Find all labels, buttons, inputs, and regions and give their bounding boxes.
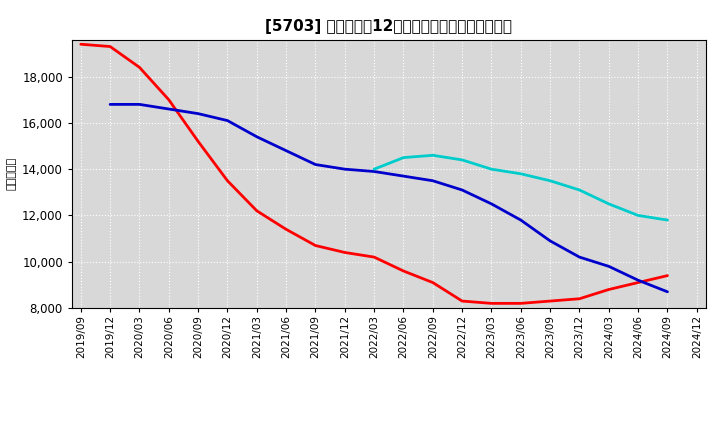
3年 — [516, 301, 525, 306]
3年 — [311, 243, 320, 248]
5年 — [253, 134, 261, 139]
5年 — [164, 106, 173, 112]
5年 — [605, 264, 613, 269]
3年 — [399, 268, 408, 274]
5年 — [575, 254, 584, 260]
7年 — [546, 178, 554, 183]
3年 — [282, 227, 290, 232]
5年 — [223, 118, 232, 123]
Line: 5年: 5年 — [110, 104, 667, 292]
5年 — [634, 278, 642, 283]
5年 — [194, 111, 202, 116]
5年 — [516, 217, 525, 223]
7年 — [487, 166, 496, 172]
7年 — [575, 187, 584, 193]
5年 — [106, 102, 114, 107]
5年 — [487, 201, 496, 206]
5年 — [370, 169, 379, 174]
5年 — [428, 178, 437, 183]
5年 — [311, 162, 320, 167]
3年 — [663, 273, 672, 278]
5年 — [282, 148, 290, 153]
3年 — [575, 296, 584, 301]
7年 — [605, 201, 613, 206]
7年 — [458, 157, 467, 162]
5年 — [341, 166, 349, 172]
3年 — [106, 44, 114, 49]
Title: [5703] 当期純利益12か月移動合計の平均値の推移: [5703] 当期純利益12か月移動合計の平均値の推移 — [265, 19, 513, 34]
3年 — [428, 280, 437, 285]
5年 — [663, 289, 672, 294]
3年 — [634, 280, 642, 285]
3年 — [487, 301, 496, 306]
3年 — [341, 250, 349, 255]
3年 — [546, 298, 554, 304]
3年 — [605, 287, 613, 292]
3年 — [76, 42, 85, 47]
5年 — [399, 173, 408, 179]
3年 — [164, 97, 173, 103]
3年 — [223, 178, 232, 183]
7年 — [428, 153, 437, 158]
Line: 7年: 7年 — [374, 155, 667, 220]
5年 — [458, 187, 467, 193]
Y-axis label: （百万円）: （百万円） — [6, 157, 17, 191]
3年 — [253, 208, 261, 213]
3年 — [370, 254, 379, 260]
3年 — [194, 139, 202, 144]
7年 — [370, 166, 379, 172]
5年 — [546, 238, 554, 244]
7年 — [399, 155, 408, 160]
7年 — [663, 217, 672, 223]
7年 — [634, 213, 642, 218]
7年 — [516, 171, 525, 176]
Line: 3年: 3年 — [81, 44, 667, 303]
3年 — [135, 65, 144, 70]
3年 — [458, 298, 467, 304]
5年 — [135, 102, 144, 107]
